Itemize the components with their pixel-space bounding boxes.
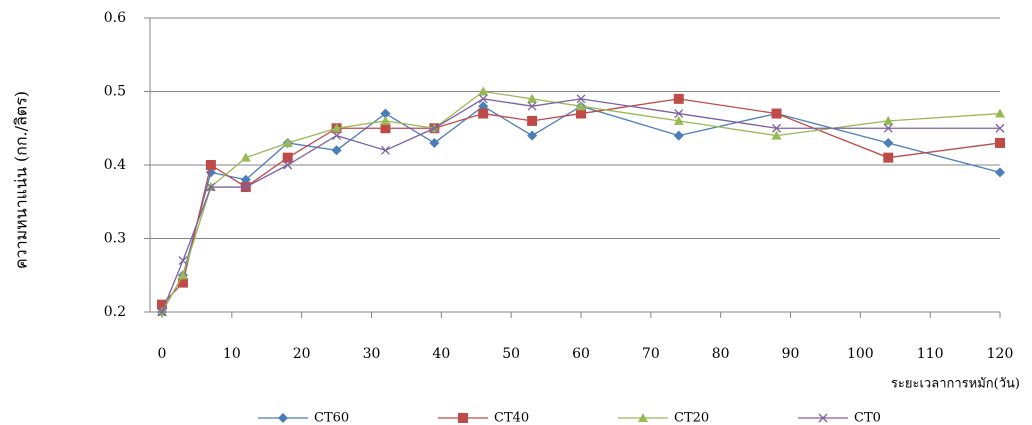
data-point	[883, 138, 893, 148]
series-line	[162, 92, 1000, 313]
x-tick-label: 20	[293, 346, 311, 362]
series-line	[162, 99, 1000, 312]
x-tick-label: 120	[987, 346, 1014, 362]
chart: ความหนาแน่น (กก./ลิตร) ระยะเวลาการหมัก(ว…	[0, 0, 1032, 425]
x-axis-title: ระยะเวลาการหมัก(วัน)	[891, 377, 1020, 392]
data-point	[332, 145, 342, 155]
data-point	[772, 109, 782, 119]
x-tick-label: 50	[502, 346, 520, 362]
y-tick-label: 0.3	[104, 231, 126, 247]
legend-label: CT40	[494, 411, 529, 425]
legend-label: CT60	[314, 411, 349, 425]
y-tick-label: 0.4	[104, 157, 126, 173]
data-point	[995, 109, 1005, 118]
data-point	[381, 146, 389, 154]
y-tick-label: 0.2	[104, 304, 126, 320]
legend-marker	[458, 413, 468, 423]
x-tick-label: 60	[572, 346, 590, 362]
y-tick-label: 0.6	[104, 10, 126, 26]
legend-label: CT0	[854, 411, 881, 425]
data-point	[674, 94, 684, 104]
x-tick-label: 100	[847, 346, 874, 362]
data-point	[380, 116, 390, 125]
x-tick-label: 0	[158, 346, 167, 362]
data-point	[527, 131, 537, 141]
data-point	[883, 153, 893, 163]
data-point	[527, 116, 537, 126]
data-point	[674, 131, 684, 141]
legend-marker	[278, 413, 288, 423]
series-line	[162, 99, 1000, 305]
y-tick-label: 0.5	[104, 84, 126, 100]
series-line	[162, 106, 1000, 312]
data-point	[429, 138, 439, 148]
x-tick-label: 30	[363, 346, 381, 362]
data-point	[995, 167, 1005, 177]
data-point	[478, 109, 488, 119]
x-tick-label: 40	[432, 346, 450, 362]
x-tick-label: 110	[917, 346, 944, 362]
x-tick-label: 10	[223, 346, 241, 362]
x-tick-label: 80	[712, 346, 730, 362]
legend-label: CT20	[674, 411, 709, 425]
data-point	[995, 138, 1005, 148]
data-point	[179, 257, 187, 265]
data-point	[206, 160, 216, 170]
x-tick-label: 90	[782, 346, 800, 362]
data-point	[241, 153, 251, 162]
y-axis-title: ความหนาแน่น (กก./ลิตร)	[12, 91, 31, 269]
x-tick-label: 70	[642, 346, 660, 362]
